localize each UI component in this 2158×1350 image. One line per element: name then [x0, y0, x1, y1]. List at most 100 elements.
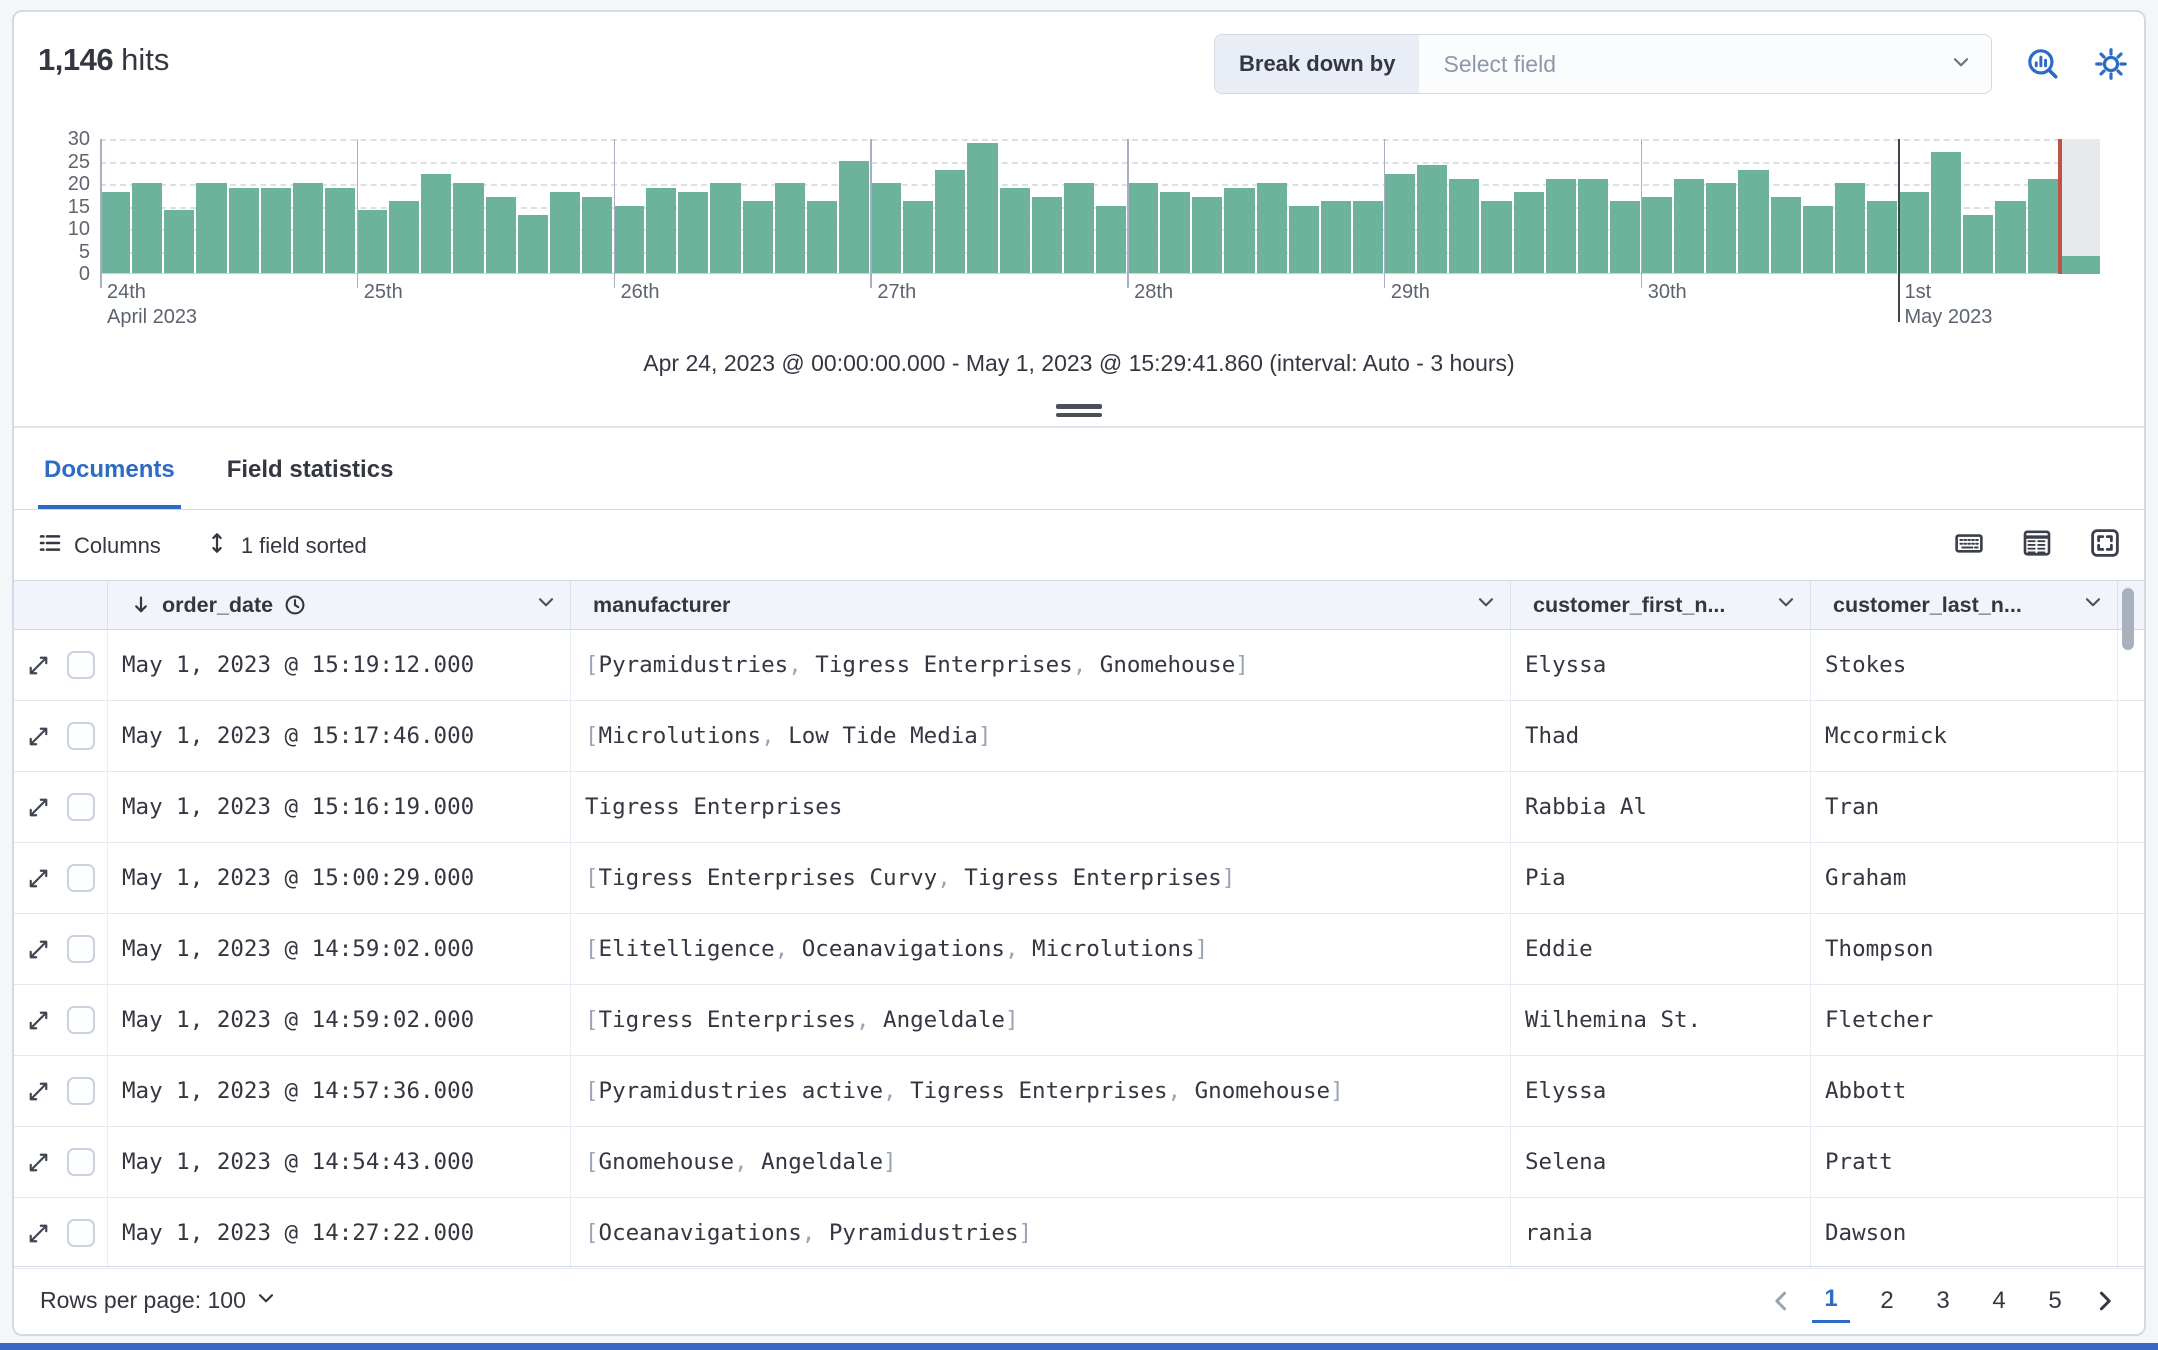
row-checkbox[interactable] [67, 651, 95, 679]
histogram-bar[interactable] [774, 183, 805, 273]
histogram-bar-partial[interactable] [2062, 256, 2100, 274]
histogram-bar[interactable] [1481, 201, 1512, 273]
histogram-bar[interactable] [549, 192, 580, 273]
row-checkbox[interactable] [67, 1077, 95, 1105]
histogram-bar[interactable] [1192, 196, 1223, 273]
histogram-bar[interactable] [1995, 201, 2026, 273]
histogram-bar[interactable] [1417, 165, 1448, 273]
histogram-bar[interactable] [100, 192, 131, 273]
histogram-bar[interactable] [581, 196, 612, 273]
histogram-bar[interactable] [1963, 214, 1994, 273]
histogram-bar[interactable] [517, 214, 548, 273]
histogram-bar[interactable] [806, 201, 837, 273]
histogram-bar[interactable] [935, 169, 966, 273]
row-checkbox[interactable] [67, 793, 95, 821]
breakdown-select[interactable]: Select field [1419, 35, 1991, 93]
histogram-bar[interactable] [1256, 183, 1287, 273]
row-checkbox[interactable] [67, 864, 95, 892]
histogram-bar[interactable] [1031, 196, 1062, 273]
histogram-bar[interactable] [389, 201, 420, 273]
histogram-bar[interactable] [1642, 196, 1673, 273]
row-checkbox[interactable] [67, 935, 95, 963]
tab-documents[interactable]: Documents [38, 432, 181, 509]
row-checkbox[interactable] [67, 722, 95, 750]
histogram-bar[interactable] [1802, 205, 1833, 273]
histogram-bar[interactable] [1095, 205, 1126, 273]
column-header-manufacturer[interactable]: manufacturer [571, 581, 1511, 629]
expand-row-button[interactable] [27, 938, 50, 961]
histogram-bar[interactable] [292, 183, 323, 273]
histogram-bar[interactable] [1224, 187, 1255, 273]
histogram-bar[interactable] [1513, 192, 1544, 273]
histogram-bar[interactable] [324, 187, 355, 273]
histogram-bar[interactable] [838, 160, 869, 273]
page-number-5[interactable]: 5 [2048, 1286, 2062, 1314]
histogram-bar[interactable] [871, 183, 902, 273]
page-number-3[interactable]: 3 [1936, 1286, 1950, 1314]
histogram-bar[interactable] [1770, 196, 1801, 273]
columns-button[interactable]: Columns [38, 531, 161, 561]
histogram-bar[interactable] [614, 205, 645, 273]
histogram-bar[interactable] [1834, 183, 1865, 273]
expand-row-button[interactable] [27, 796, 50, 819]
rows-per-page-button[interactable]: Rows per page: 100 [40, 1287, 276, 1314]
expand-row-button[interactable] [27, 654, 50, 677]
histogram-bar[interactable] [1609, 201, 1640, 273]
expand-row-button[interactable] [27, 1009, 50, 1032]
sort-fields-button[interactable]: 1 field sorted [205, 531, 367, 561]
histogram-bar[interactable] [1385, 174, 1416, 273]
histogram-bar[interactable] [646, 187, 677, 273]
histogram-bar[interactable] [1320, 201, 1351, 273]
histogram-bar[interactable] [1352, 201, 1383, 273]
edit-visualization-button[interactable] [2026, 47, 2060, 81]
histogram-bar[interactable] [196, 183, 227, 273]
expand-row-button[interactable] [27, 867, 50, 890]
panel-resize-handle[interactable] [1056, 400, 1102, 421]
histogram-bar[interactable] [742, 201, 773, 273]
display-options-button[interactable] [2022, 528, 2052, 563]
vertical-scrollbar-thumb[interactable] [2122, 588, 2134, 650]
chart-options-button[interactable] [2094, 47, 2128, 81]
expand-row-button[interactable] [27, 1151, 50, 1174]
histogram-bar[interactable] [1931, 151, 1962, 273]
histogram-bar[interactable] [1866, 201, 1897, 273]
page-number-2[interactable]: 2 [1880, 1286, 1894, 1314]
histogram-bar[interactable] [1449, 178, 1480, 273]
histogram-bar[interactable] [164, 210, 195, 273]
histogram-bar[interactable] [1288, 205, 1319, 273]
row-checkbox[interactable] [67, 1219, 95, 1247]
column-header-order_date[interactable]: order_date [108, 581, 571, 629]
histogram-bar[interactable] [999, 187, 1030, 273]
histogram-bar[interactable] [1899, 192, 1930, 273]
histogram-bar[interactable] [1545, 178, 1576, 273]
column-header-customer_first_name[interactable]: customer_first_n... [1511, 581, 1811, 629]
expand-row-button[interactable] [27, 725, 50, 748]
expand-row-button[interactable] [27, 1080, 50, 1103]
histogram-bar[interactable] [132, 183, 163, 273]
row-checkbox[interactable] [67, 1006, 95, 1034]
histogram-bar[interactable] [967, 142, 998, 273]
histogram-bar[interactable] [710, 183, 741, 273]
histogram-bar[interactable] [1706, 183, 1737, 273]
histogram-bar[interactable] [1738, 169, 1769, 273]
row-checkbox[interactable] [67, 1148, 95, 1176]
histogram-bar[interactable] [421, 174, 452, 273]
previous-page-button[interactable] [1768, 1288, 1794, 1314]
page-number-1[interactable]: 1 [1812, 1279, 1850, 1323]
histogram-bar[interactable] [903, 201, 934, 273]
histogram-bar[interactable] [1674, 178, 1705, 273]
column-header-customer_last_name[interactable]: customer_last_n... [1811, 581, 2118, 629]
fullscreen-button[interactable] [2090, 528, 2120, 563]
histogram-bar[interactable] [678, 192, 709, 273]
histogram-bar[interactable] [1063, 183, 1094, 273]
next-page-button[interactable] [2092, 1288, 2118, 1314]
page-number-4[interactable]: 4 [1992, 1286, 2006, 1314]
histogram-bar[interactable] [485, 196, 516, 273]
histogram-bar[interactable] [260, 187, 291, 273]
histogram-bar[interactable] [453, 183, 484, 273]
histogram-bar[interactable] [1160, 192, 1191, 273]
histogram-bar[interactable] [228, 187, 259, 273]
tab-field-statistics[interactable]: Field statistics [226, 456, 394, 483]
histogram-bar[interactable] [357, 210, 388, 273]
histogram-bar[interactable] [2027, 178, 2058, 273]
